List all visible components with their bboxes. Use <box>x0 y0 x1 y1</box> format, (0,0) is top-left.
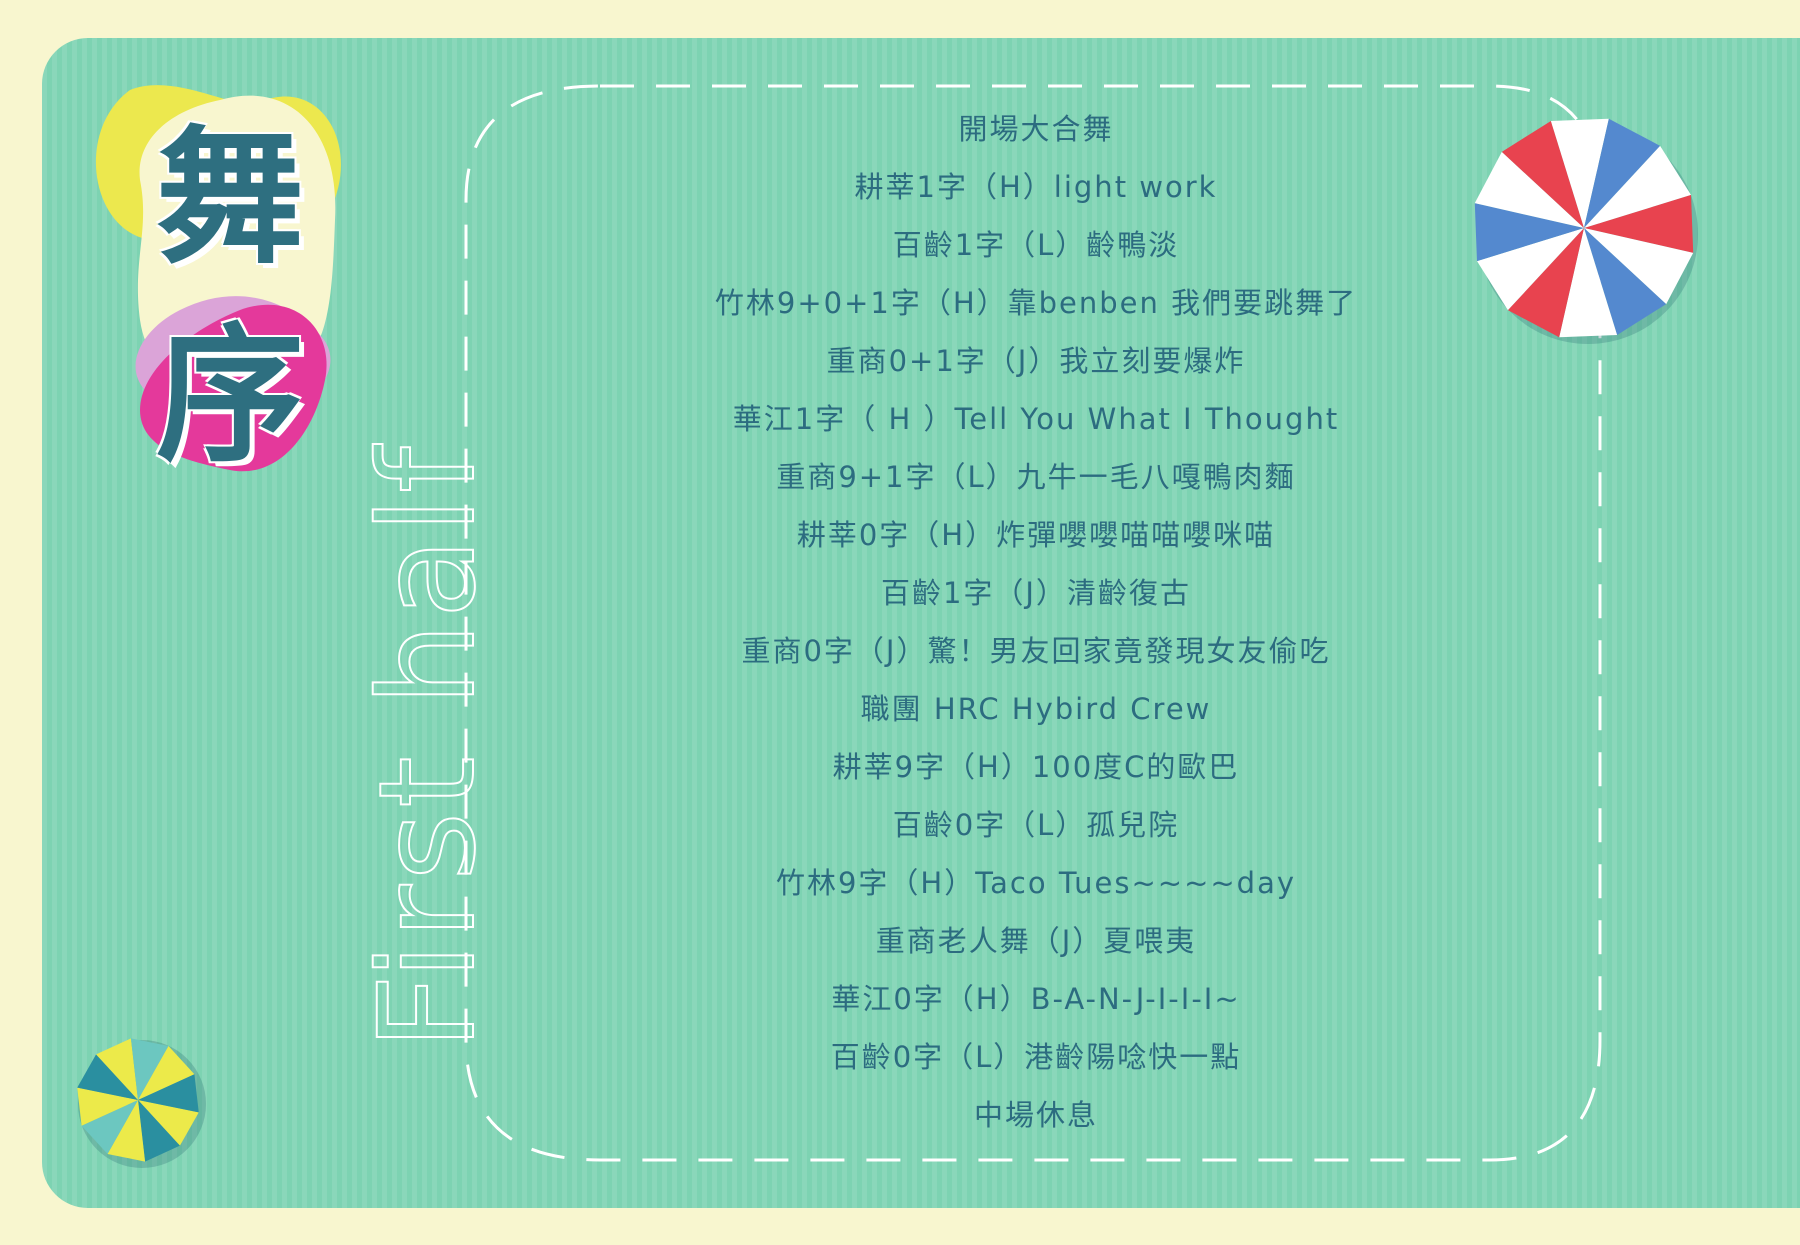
beach-umbrella-icon <box>1474 118 1698 344</box>
program-item: 重商0字（J）驚！男友回家竟發現女友偷吃 <box>741 634 1331 668</box>
program-item: 華江0字（H）B-A-N-J-I-I-I~ <box>831 982 1241 1016</box>
wedge <box>1559 228 1618 338</box>
section-label: First half <box>350 442 506 1051</box>
program-item: 耕莘1字（H）light work <box>854 170 1218 204</box>
title-char-1: 舞 <box>156 112 304 284</box>
program-item: 百齡1字（L）齡鴨淡 <box>892 228 1180 262</box>
wedge <box>1507 228 1584 338</box>
wedge <box>138 1046 195 1100</box>
wedge <box>1584 194 1694 253</box>
wedge <box>1584 145 1691 228</box>
title-blobs <box>95 85 341 472</box>
wedge <box>138 1100 180 1162</box>
beach-ball-icon <box>77 1038 206 1168</box>
program-item: 重商老人舞（J）夏喂夷 <box>875 924 1197 958</box>
title-char-2: 序 <box>156 310 304 482</box>
wedge <box>130 1038 169 1100</box>
wedge <box>1584 228 1667 335</box>
title-decoration: 舞 序 <box>80 80 380 500</box>
program-item: 華江1字（ H ）Tell You What I Thought <box>732 402 1340 436</box>
wedge <box>1474 203 1584 262</box>
program-item: 開場大合舞 <box>958 112 1114 146</box>
wedge <box>107 1100 146 1162</box>
wedge <box>1584 228 1694 305</box>
program-item: 職團 HRC Hybird Crew <box>860 692 1212 726</box>
program-item: 竹林9字（H）Taco Tues~~~~day <box>775 866 1297 900</box>
program-list: 開場大合舞 耕莘1字（H）light work 百齡1字（L）齡鴨淡 竹林9+0… <box>636 100 1436 1144</box>
wedge <box>1501 121 1584 228</box>
wedge <box>138 1074 199 1113</box>
program-item: 竹林9+0+1字（H）靠benben 我們要跳舞了 <box>714 286 1358 320</box>
wedge <box>1474 151 1584 228</box>
wedge <box>1584 118 1661 228</box>
wedge <box>1477 228 1584 311</box>
program-item: 耕莘0字（H）炸彈嚶嚶喵喵嚶咪喵 <box>796 518 1276 552</box>
program-item: 百齡0字（L）港齡陽唸快一點 <box>830 1040 1242 1074</box>
wedge <box>77 1087 138 1126</box>
wedge <box>81 1100 138 1154</box>
wedge <box>1550 118 1609 228</box>
program-item: 重商9+1字（L）九牛一毛八嘎鴨肉麵 <box>776 460 1296 494</box>
wedge <box>96 1038 138 1100</box>
program-item: 重商0+1字（J）我立刻要爆炸 <box>826 344 1246 378</box>
program-item: 耕莘9字（H）100度C的歐巴 <box>832 750 1240 784</box>
program-item: 百齡0字（L）孤兒院 <box>892 808 1180 842</box>
program-item: 百齡1字（J）清齡復古 <box>880 576 1191 610</box>
program-item: 中場休息 <box>973 1098 1098 1132</box>
wedge <box>77 1054 138 1100</box>
wedge <box>138 1100 199 1146</box>
